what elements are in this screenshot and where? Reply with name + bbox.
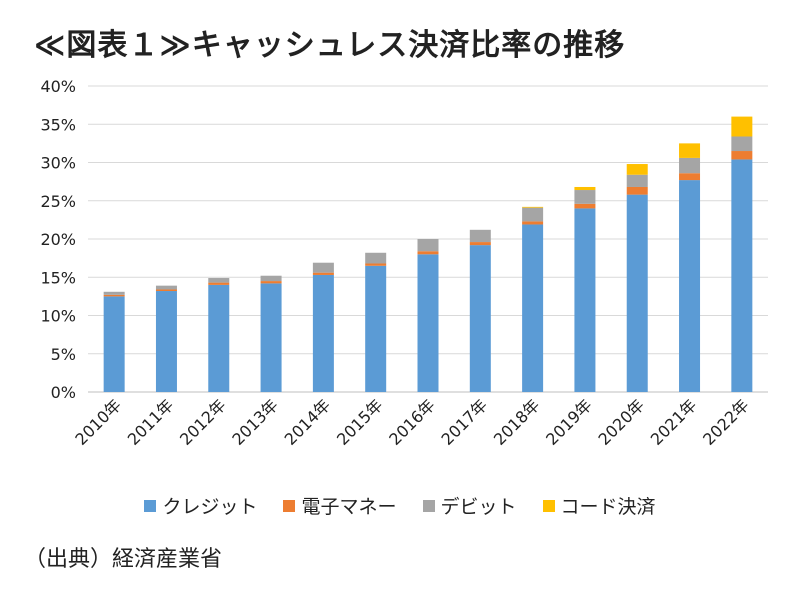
x-tick-label: 2016年 bbox=[385, 395, 439, 449]
bar-segment bbox=[731, 116, 753, 137]
legend-item-debit: デビット bbox=[422, 492, 517, 519]
bar-segment bbox=[679, 180, 701, 392]
bar-segment bbox=[574, 190, 596, 204]
stacked-bar-chart: 0% 5% 10% 15% 20% 25% 30% 35% 40% 2010年2011年2012年… bbox=[40, 77, 768, 449]
bar-segment bbox=[731, 159, 753, 392]
bar-segment bbox=[522, 207, 544, 222]
x-tick-label: 2015年 bbox=[333, 395, 387, 449]
legend-label-code: コード決済 bbox=[560, 496, 656, 518]
bar-segment bbox=[365, 263, 387, 266]
bar-segment bbox=[574, 208, 596, 392]
bar-segment bbox=[103, 296, 125, 392]
bar-segment bbox=[208, 282, 230, 285]
bar-segment bbox=[208, 284, 230, 392]
bar-segment bbox=[626, 164, 648, 175]
bar-segment bbox=[679, 143, 701, 158]
bar-segment bbox=[626, 186, 648, 195]
legend-item-emoney: 電子マネー bbox=[283, 492, 397, 519]
bar-segment bbox=[679, 173, 701, 181]
y-tick-label: 5% bbox=[51, 345, 76, 364]
bar-segment bbox=[260, 281, 282, 284]
bar-segment bbox=[155, 285, 177, 290]
bar-segment bbox=[469, 229, 491, 243]
legend-label-debit: デビット bbox=[440, 496, 517, 518]
bar-segment bbox=[522, 221, 544, 225]
y-tick-label: 0% bbox=[51, 383, 76, 402]
bar-segment bbox=[103, 291, 125, 295]
y-tick-label: 10% bbox=[40, 307, 76, 326]
bar-segment bbox=[103, 294, 125, 297]
bar-segment bbox=[417, 251, 439, 255]
x-tick-label: 2011年 bbox=[124, 395, 178, 449]
x-tick-label: 2018年 bbox=[490, 395, 544, 449]
y-tick-label: 25% bbox=[40, 192, 76, 211]
y-tick-label: 35% bbox=[40, 115, 76, 134]
x-tick-label: 2012年 bbox=[176, 395, 230, 449]
x-tick-label: 2022年 bbox=[699, 395, 753, 449]
legend-item-code: コード決済 bbox=[542, 492, 656, 519]
y-tick-label: 15% bbox=[40, 268, 76, 287]
bar-segment bbox=[731, 151, 753, 160]
bar-segment bbox=[574, 203, 596, 209]
bar-segment bbox=[417, 254, 439, 392]
bar-segment bbox=[260, 275, 282, 282]
legend-label-emoney: 電子マネー bbox=[301, 496, 397, 518]
bar-segment bbox=[365, 252, 387, 264]
x-tick-label: 2021年 bbox=[647, 395, 701, 449]
bar-segment bbox=[679, 157, 701, 174]
legend-label-credit: クレジット bbox=[162, 496, 258, 518]
chart-title: ≪図表１≫キャッシュレス決済比率の推移 bbox=[34, 28, 626, 63]
bar-segment bbox=[417, 239, 439, 252]
bar-segment bbox=[731, 136, 753, 152]
bar-segment bbox=[522, 206, 544, 208]
bar-segment bbox=[155, 289, 177, 292]
legend-item-credit: クレジット bbox=[144, 492, 257, 519]
legend: クレジット 電子マネー デビット コード決済 bbox=[0, 492, 800, 519]
legend-swatch-credit bbox=[144, 499, 157, 512]
bar-segment bbox=[626, 194, 648, 392]
y-tick-label: 40% bbox=[40, 77, 76, 96]
x-tick-label: 2014年 bbox=[281, 395, 335, 449]
legend-swatch-code bbox=[542, 499, 555, 512]
bar-segment bbox=[312, 274, 334, 392]
bar-segment bbox=[626, 174, 648, 187]
legend-swatch-debit bbox=[422, 499, 435, 512]
bar-segment bbox=[469, 245, 491, 392]
bar-segment bbox=[155, 291, 177, 392]
x-tick-label: 2010年 bbox=[71, 395, 125, 449]
x-tick-label: 2017年 bbox=[438, 395, 492, 449]
bar-segment bbox=[365, 265, 387, 392]
bar-segment bbox=[260, 283, 282, 392]
bar-segment bbox=[312, 272, 334, 275]
bar-segment bbox=[522, 224, 544, 392]
bar-segment bbox=[574, 186, 596, 191]
legend-swatch-emoney bbox=[283, 499, 296, 512]
y-tick-label: 20% bbox=[40, 230, 76, 249]
x-tick-label: 2020年 bbox=[595, 395, 649, 449]
bar-segment bbox=[208, 278, 230, 283]
x-tick-label: 2019年 bbox=[542, 395, 596, 449]
bar-segment bbox=[469, 242, 491, 246]
source-note: （出典）経済産業省 bbox=[24, 547, 223, 572]
y-tick-label: 30% bbox=[40, 154, 76, 173]
x-tick-label: 2013年 bbox=[228, 395, 282, 449]
bar-segment bbox=[312, 262, 334, 273]
